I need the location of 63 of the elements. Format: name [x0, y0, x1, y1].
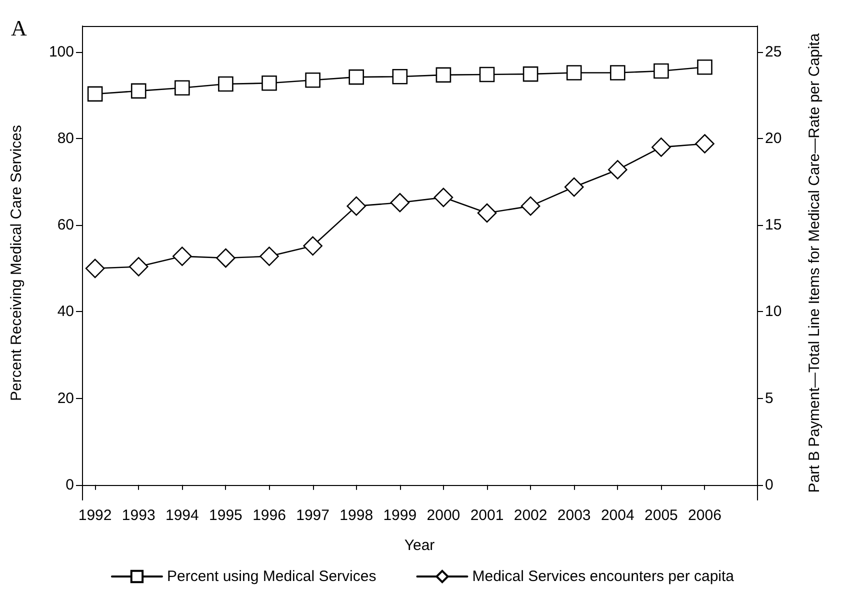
y-tick-label: 20 [57, 390, 74, 407]
point [130, 83, 146, 99]
x-tick-label: 2001 [470, 507, 504, 524]
point [303, 236, 322, 256]
point [520, 196, 540, 216]
x-tick-label: 1992 [78, 507, 112, 524]
y-tick-label: 100 [48, 43, 74, 60]
point [346, 196, 366, 216]
point [564, 177, 584, 197]
y-tick-label: 0 [66, 476, 74, 494]
x-tick-label: 2005 [644, 507, 678, 524]
y2-tick-label: 25 [765, 43, 782, 60]
y2-tick-label: 20 [765, 130, 782, 148]
y-tick-label: 40 [57, 303, 74, 320]
x-tick-label: 2000 [426, 507, 460, 524]
point [174, 80, 190, 96]
point [218, 76, 234, 92]
point [695, 134, 714, 154]
point [610, 65, 626, 80]
text: A [11, 16, 27, 40]
point [436, 67, 452, 83]
point [260, 246, 279, 266]
x-tick-label: 2004 [600, 507, 634, 524]
y2-tick-label: 0 [765, 476, 774, 494]
x-tick-label: 1997 [296, 507, 330, 524]
x-tick-label: 1993 [122, 507, 156, 524]
point [479, 66, 495, 82]
y-tick-label: 80 [57, 130, 74, 148]
x-tick-label: 1996 [252, 507, 286, 524]
legend-label: Percent using Medical Services [166, 568, 376, 585]
point [697, 59, 712, 75]
y-axis-title: Percent Receiving Medical Care Services [8, 125, 25, 401]
point [348, 69, 364, 85]
y2-tick-label: 10 [765, 303, 782, 320]
point [85, 258, 105, 278]
point [216, 248, 236, 268]
x-tick-label: 1994 [165, 507, 199, 524]
y2-tick-label: 5 [765, 390, 774, 407]
point [305, 72, 320, 88]
point [392, 68, 408, 84]
legend-label: Medical Services encounters per capita [472, 568, 735, 585]
point [390, 192, 410, 212]
point [522, 66, 538, 82]
x-tick-label: 1998 [340, 507, 374, 524]
point [172, 246, 192, 266]
x-axis-title: Year [404, 537, 435, 554]
point [654, 63, 669, 79]
point [87, 86, 103, 102]
point [608, 160, 628, 180]
x-tick-label: 1995 [209, 507, 242, 524]
point [262, 75, 277, 91]
point [434, 188, 454, 208]
point [652, 138, 671, 157]
x-tick-label: 2006 [688, 507, 722, 524]
y-tick-label: 60 [57, 216, 74, 234]
y2-axis-title: Part B Payment—Total Line Items for Medical Care—Rate per Capita [806, 32, 823, 493]
point [566, 65, 582, 80]
x-tick-label: 1999 [383, 507, 417, 524]
x-tick-label: 2003 [557, 507, 591, 524]
y2-tick-label: 15 [765, 216, 782, 234]
point [477, 203, 497, 223]
x-tick-label: 2002 [514, 507, 548, 524]
point [128, 257, 148, 276]
